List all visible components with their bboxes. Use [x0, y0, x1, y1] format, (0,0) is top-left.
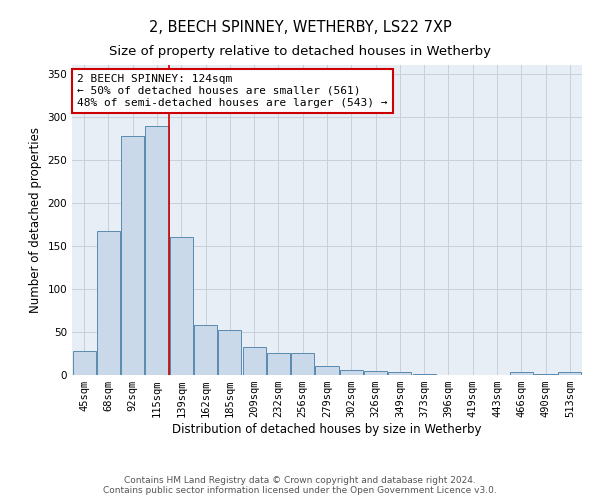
Bar — [413, 374, 436, 375]
Bar — [97, 231, 120, 375]
Bar — [73, 351, 95, 375]
Bar — [559, 372, 581, 375]
Bar — [121, 136, 144, 375]
Bar — [364, 370, 387, 375]
X-axis label: Distribution of detached houses by size in Wetherby: Distribution of detached houses by size … — [172, 423, 482, 436]
Text: Contains HM Land Registry data © Crown copyright and database right 2024.
Contai: Contains HM Land Registry data © Crown c… — [103, 476, 497, 495]
Bar — [242, 346, 266, 375]
Bar — [388, 372, 412, 375]
Bar — [170, 237, 193, 375]
Text: 2, BEECH SPINNEY, WETHERBY, LS22 7XP: 2, BEECH SPINNEY, WETHERBY, LS22 7XP — [149, 20, 451, 35]
Text: Size of property relative to detached houses in Wetherby: Size of property relative to detached ho… — [109, 45, 491, 58]
Bar — [510, 372, 533, 375]
Bar — [218, 330, 241, 375]
Bar — [267, 354, 290, 375]
Bar — [194, 325, 217, 375]
Bar — [316, 366, 338, 375]
Bar — [291, 354, 314, 375]
Y-axis label: Number of detached properties: Number of detached properties — [29, 127, 42, 313]
Bar — [534, 374, 557, 375]
Bar — [145, 126, 169, 375]
Text: 2 BEECH SPINNEY: 124sqm
← 50% of detached houses are smaller (561)
48% of semi-d: 2 BEECH SPINNEY: 124sqm ← 50% of detache… — [77, 74, 388, 108]
Bar — [340, 370, 363, 375]
